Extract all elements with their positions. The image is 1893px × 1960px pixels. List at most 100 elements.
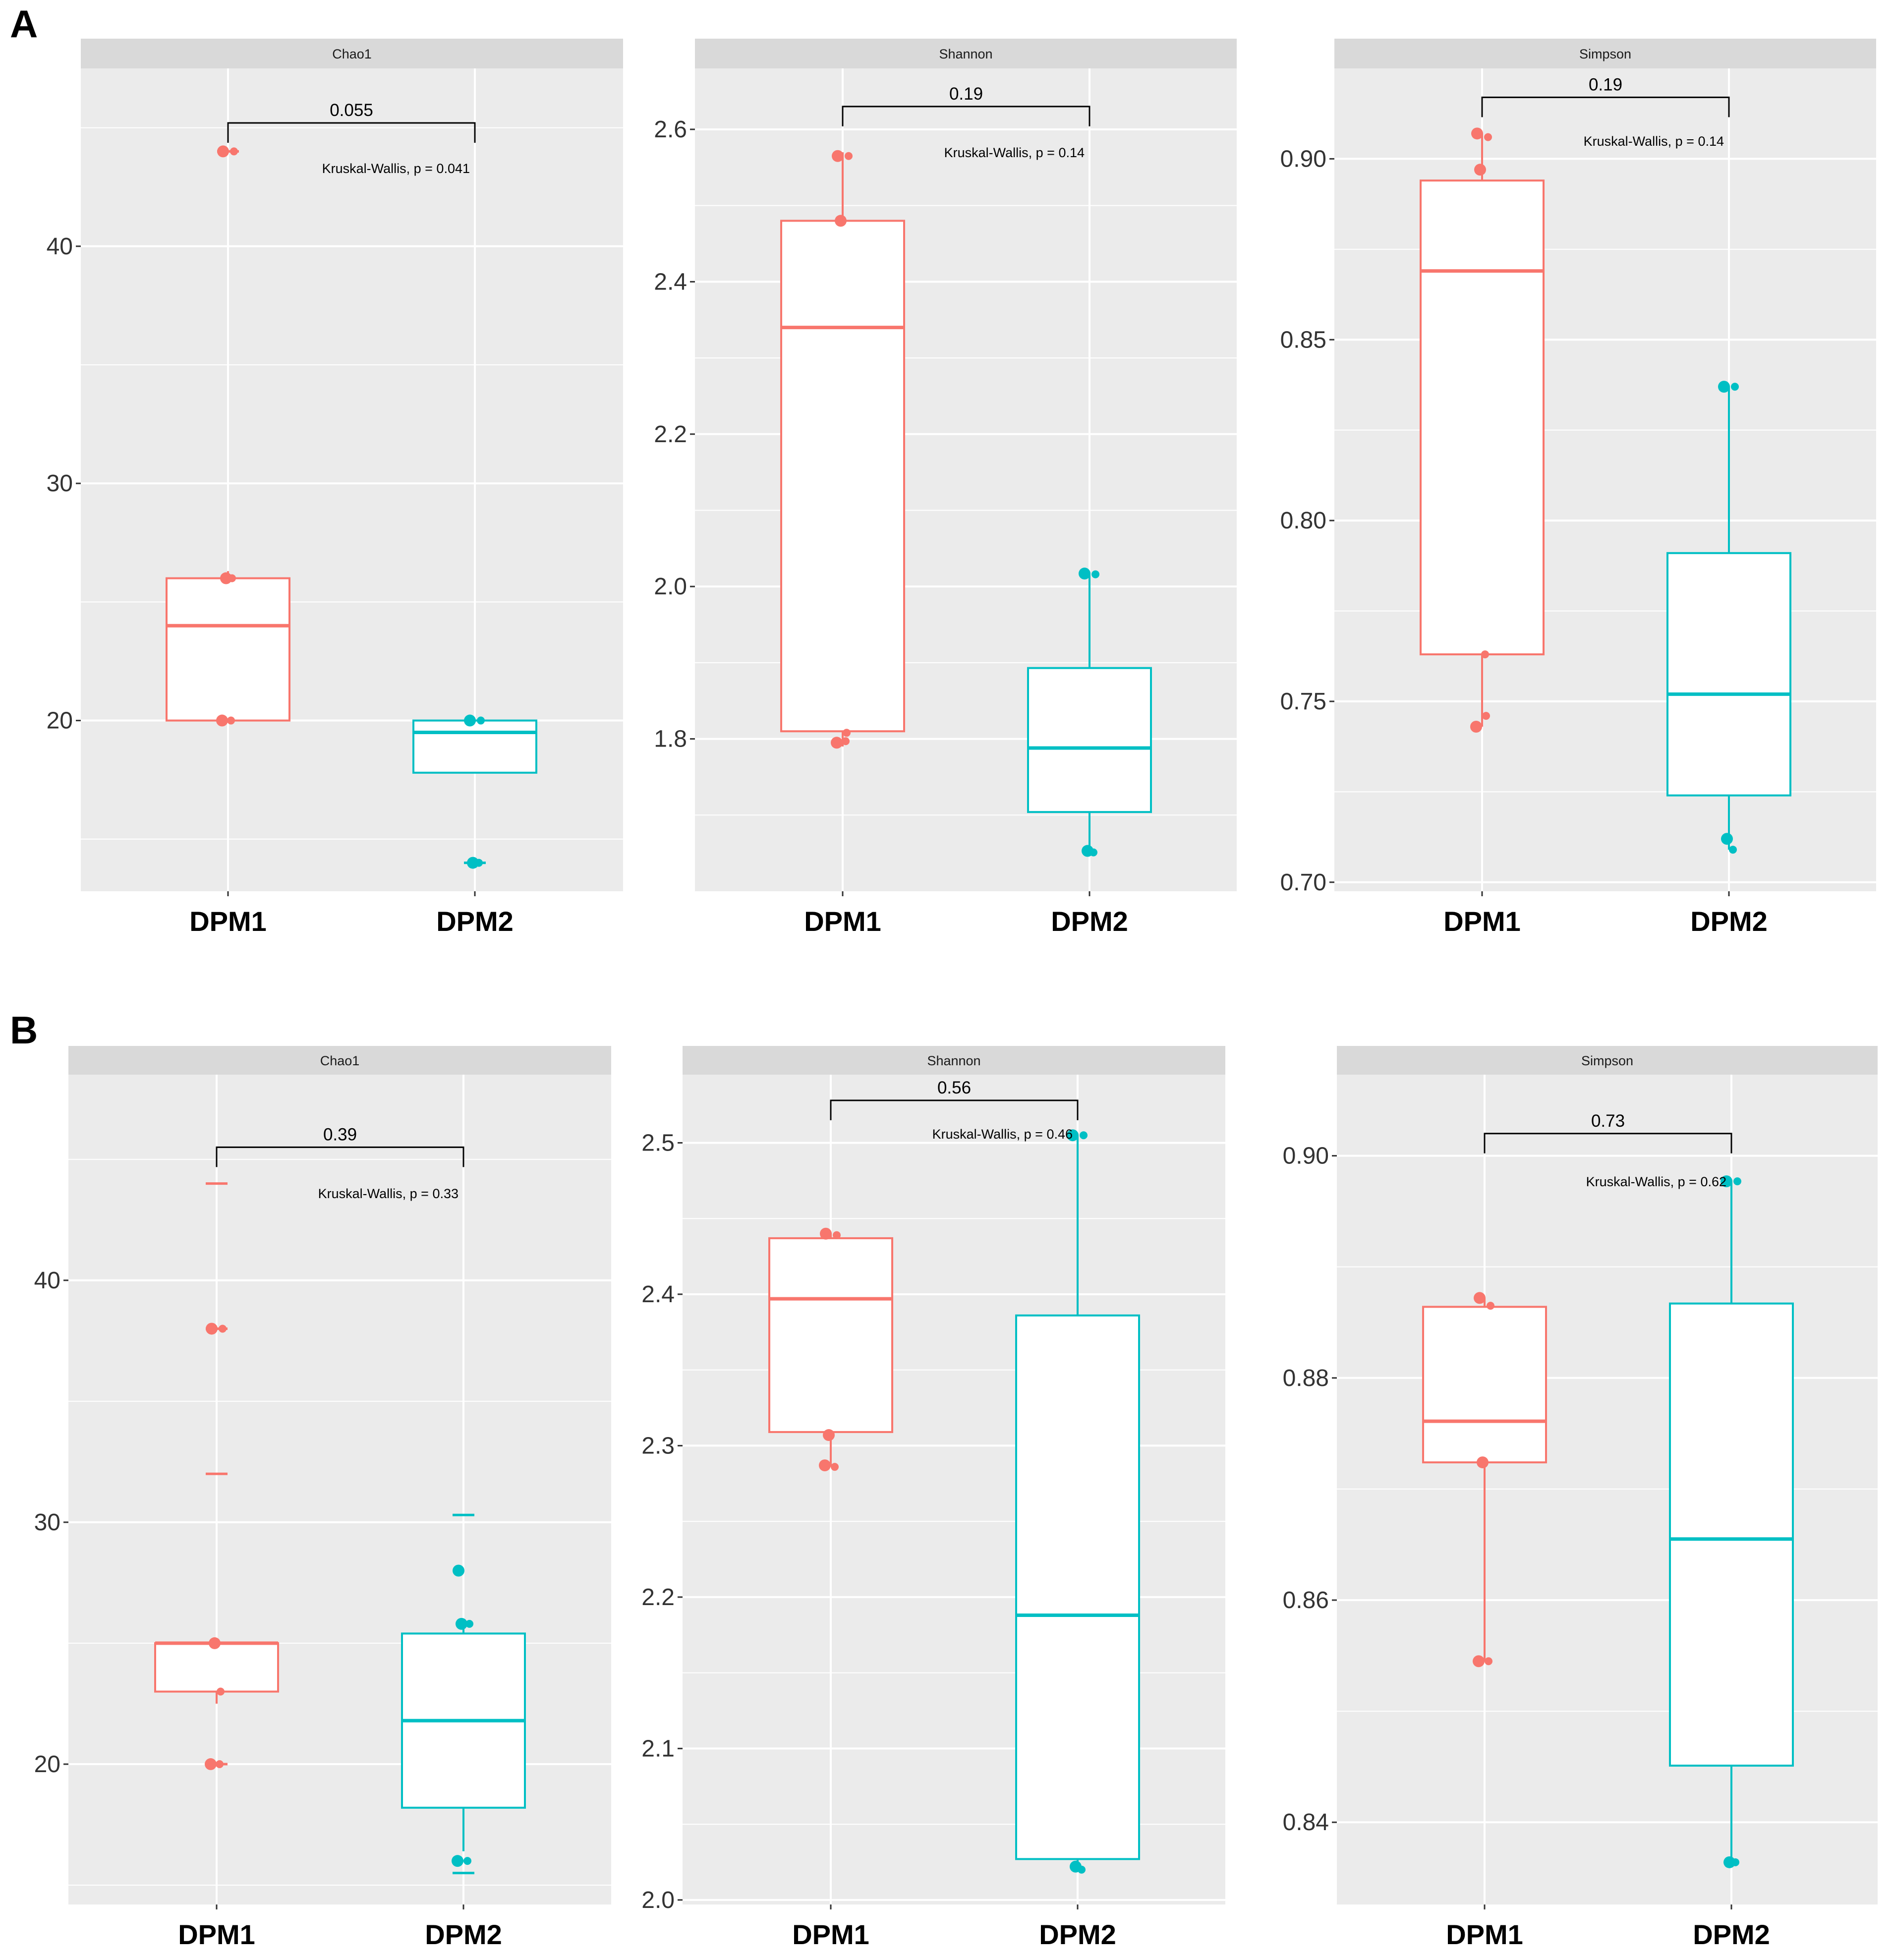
significance-bracket (1484, 1133, 1732, 1153)
kruskal-wallis-label: Kruskal-Wallis, p = 0.041 (322, 161, 470, 176)
box-dpm2 (412, 714, 537, 869)
data-point (227, 716, 235, 725)
box-dpm2 (1666, 381, 1791, 854)
y-tick-label: 40 (47, 233, 73, 260)
data-point (823, 1429, 835, 1441)
data-point (456, 1617, 467, 1630)
y-tick-label: 2.5 (641, 1130, 675, 1156)
data-point (1079, 568, 1090, 580)
y-tick-label: 2.0 (641, 1887, 675, 1913)
box-iqr (166, 577, 290, 722)
y-tick-label: 2.0 (654, 574, 687, 600)
data-point (1481, 650, 1489, 659)
box-dpm1 (1420, 127, 1545, 733)
data-point (1733, 1177, 1741, 1186)
x-category-label: DPM2 (1693, 1919, 1770, 1950)
y-tick-label: 2.4 (641, 1281, 675, 1308)
data-point (467, 857, 479, 869)
box-iqr (1666, 552, 1791, 797)
data-point (1067, 1129, 1079, 1142)
data-point (831, 737, 843, 749)
kruskal-wallis-label: Kruskal-Wallis, p = 0.46 (932, 1127, 1073, 1142)
facet-strip-title: Simpson (1581, 1053, 1633, 1068)
box-dpm1 (166, 145, 290, 727)
data-point (1721, 1175, 1732, 1188)
y-tick-label: 0.90 (1280, 146, 1326, 172)
facet-a-chao1: 20 30 40 DPM1 DPM2 Chao1 0.055 Kruskal-Wallis, … (47, 39, 623, 937)
x-category-label: DPM2 (436, 906, 514, 937)
data-point (842, 737, 850, 746)
x-category-label: DPM1 (792, 1919, 869, 1950)
data-point (475, 859, 483, 867)
facet-strip-title: Chao1 (332, 47, 372, 61)
data-point (1731, 383, 1739, 391)
bracket-p-value: 0.055 (330, 101, 373, 120)
data-point (1078, 1865, 1086, 1874)
facet-strip (683, 1046, 1225, 1075)
box-dpm1 (1422, 1292, 1547, 1668)
kruskal-wallis-label: Kruskal-Wallis, p = 0.33 (318, 1186, 459, 1201)
data-point (832, 150, 844, 162)
x-category-label: DPM1 (189, 906, 267, 937)
y-tick-label: 0.88 (1283, 1365, 1329, 1391)
data-point (220, 572, 232, 584)
box-iqr (1015, 1314, 1140, 1860)
data-point (1723, 1856, 1735, 1868)
facet-a-simpson: 0.70 0.75 0.80 0.85 0.90 DPM1 DPM2 Simpson 0.19 K… (1280, 39, 1876, 937)
facet-b-chao1: 20 30 40 DPM1 DPM2 Chao1 0.39 Kruskal-Wallis, p… (34, 1046, 611, 1950)
data-point (819, 1459, 831, 1472)
significance-bracket (830, 1099, 1079, 1120)
box-dpm2 (401, 1513, 526, 1875)
data-point (217, 145, 229, 158)
facet-strip (68, 1046, 611, 1075)
significance-bracket (1481, 96, 1730, 117)
panel-label-b: B (10, 1008, 38, 1052)
facet-strip (81, 39, 623, 68)
plot-panel (1337, 1075, 1878, 1904)
data-point (230, 147, 238, 156)
significance-bracket (216, 1146, 464, 1167)
x-category-label: DPM2 (1051, 906, 1128, 937)
y-tick-label: 0.70 (1280, 869, 1326, 896)
data-point (477, 716, 485, 725)
facet-a-shannon: 1.8 2.0 2.2 2.4 2.6 DPM1 DPM2 Shannon 0.19 Kruska… (654, 39, 1237, 937)
y-tick-label: 0.75 (1280, 689, 1326, 715)
box-iqr (1420, 179, 1545, 656)
data-point (1485, 1657, 1492, 1666)
bracket-p-value: 0.19 (1589, 75, 1622, 94)
y-tick-label: 2.1 (641, 1735, 675, 1762)
data-point (1721, 833, 1733, 845)
data-point (453, 1564, 464, 1577)
facet-b-shannon: 2.0 2.1 2.2 2.3 2.4 2.5 DPM1 DPM2 Shannon 0.56 Kru… (641, 1046, 1225, 1950)
data-point (452, 1855, 463, 1867)
box-dpm2 (1027, 568, 1152, 857)
box-iqr (780, 220, 905, 733)
y-tick-label: 0.85 (1280, 327, 1326, 353)
y-tick-label: 1.8 (654, 726, 687, 752)
box-iqr (768, 1237, 893, 1433)
facet-strip-title: Shannon (939, 47, 992, 61)
data-point (209, 1637, 221, 1649)
data-point (206, 1323, 218, 1335)
x-category-label: DPM2 (1690, 906, 1768, 937)
facet-strip (1334, 39, 1876, 68)
data-point (1718, 381, 1730, 393)
bracket-p-value: 0.19 (949, 84, 983, 104)
x-category-label: DPM2 (1039, 1919, 1116, 1950)
significance-bracket (842, 106, 1090, 126)
y-tick-label: 0.86 (1283, 1587, 1329, 1614)
x-category-label: DPM1 (1446, 1919, 1523, 1950)
data-point (845, 152, 853, 160)
facet-strip-title: Simpson (1579, 47, 1631, 61)
data-point (216, 1760, 224, 1768)
plot-panel (1334, 68, 1876, 891)
data-point (1487, 1302, 1494, 1310)
data-point (1473, 1655, 1485, 1668)
bracket-p-value: 0.73 (1591, 1111, 1625, 1131)
data-point (820, 1227, 832, 1240)
data-point (464, 714, 476, 727)
plot-panel (695, 68, 1237, 891)
data-point (1484, 133, 1492, 141)
data-point (1470, 721, 1482, 733)
box-iqr (1027, 667, 1152, 813)
